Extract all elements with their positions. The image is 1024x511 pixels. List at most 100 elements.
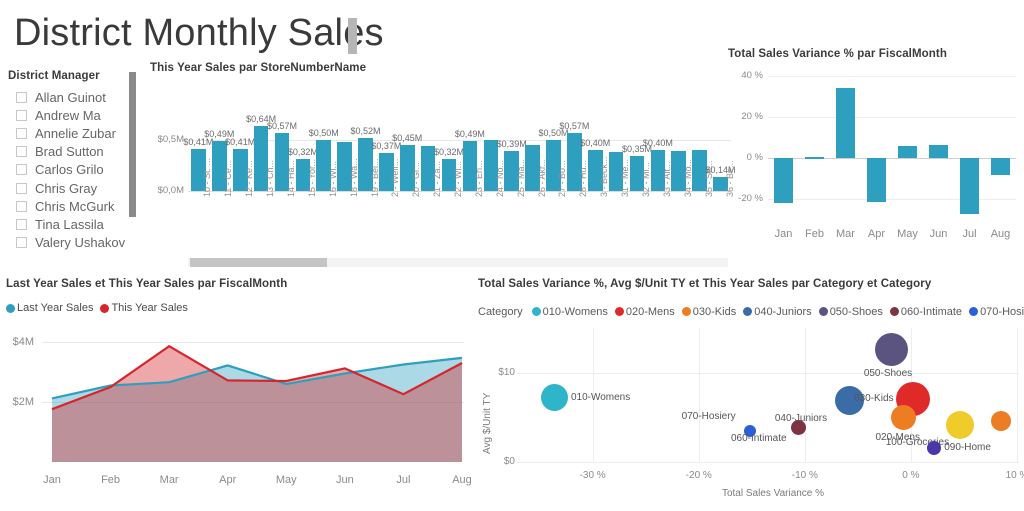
legend-label: 060-Intimate	[900, 305, 963, 318]
bar-column[interactable]	[713, 176, 728, 191]
bar-category-label: 24 - No...	[494, 159, 505, 197]
bar-column[interactable]	[420, 146, 436, 191]
bar-column[interactable]	[587, 150, 603, 191]
bubble-040-Juniors[interactable]	[834, 385, 864, 415]
bar-column[interactable]	[692, 150, 707, 191]
variance-x-tick: Mar	[836, 228, 855, 240]
slicer-item-label: Chris Gray	[35, 180, 98, 196]
slicer-item-3[interactable]: Brad Sutton	[16, 143, 144, 161]
bubble-100-Groceries[interactable]	[945, 411, 974, 440]
variance-column[interactable]	[990, 158, 1011, 176]
area-y-tick: $4M	[12, 336, 34, 348]
bar-column[interactable]	[608, 152, 624, 191]
bar-column[interactable]	[337, 142, 352, 191]
checkbox-icon[interactable]	[16, 164, 27, 176]
slicer-item-4[interactable]: Carlos Grilo	[16, 161, 144, 179]
bubble-090-Home[interactable]	[927, 440, 942, 455]
bar-column[interactable]	[671, 151, 687, 191]
area-x-tick: May	[275, 474, 297, 486]
bar-column[interactable]	[399, 145, 415, 191]
slicer-item-5[interactable]: Chris Gray	[16, 179, 144, 197]
legend-color-dot	[614, 307, 624, 316]
bar-data-label: $0,40M	[580, 138, 611, 149]
bar-column[interactable]	[567, 133, 582, 191]
bar-column[interactable]	[358, 138, 373, 191]
bar-chart-scrollbar-track[interactable]	[188, 258, 728, 267]
bar-column[interactable]	[379, 153, 394, 191]
slicer-item-1[interactable]: Andrew Ma	[16, 106, 144, 124]
checkbox-icon[interactable]	[16, 200, 27, 212]
bar-column[interactable]	[525, 145, 540, 191]
slicer-item-0[interactable]: Allan Guinot	[16, 88, 144, 106]
store-sales-bar-chart[interactable]: This Year Sales par StoreNumberName $0,0…	[148, 62, 736, 267]
variance-column[interactable]	[866, 158, 887, 203]
district-manager-slicer[interactable]: District Manager Allan Guinot Andrew Ma An…	[8, 70, 144, 262]
checkbox-icon[interactable]	[16, 237, 27, 249]
slicer-scrollbar-thumb[interactable]	[129, 72, 136, 217]
scatter-chart-title: Total Sales Variance %, Avg $/Unit TY et…	[478, 278, 932, 290]
variance-by-month-chart[interactable]: Total Sales Variance % par FiscalMonth 4…	[726, 48, 1021, 263]
slicer-item-2[interactable]: Annelie Zubar	[16, 124, 144, 142]
bar-column[interactable]	[462, 141, 478, 191]
variance-column[interactable]	[959, 158, 980, 214]
checkbox-icon[interactable]	[16, 109, 27, 121]
bar-column[interactable]	[212, 141, 227, 191]
scatter-chart-legend[interactable]: Category 010-Womens 020-Mens 030-Kids 040-Ju…	[478, 305, 1024, 318]
scatter-legend-item-3[interactable]: 040-Juniors	[743, 306, 812, 318]
variance-column[interactable]	[804, 157, 825, 159]
last-vs-this-year-area-chart[interactable]: Last Year Sales et This Year Sales par F…	[0, 272, 472, 511]
variance-column[interactable]	[835, 87, 856, 159]
checkbox-icon[interactable]	[16, 91, 27, 103]
category-bubble-chart[interactable]: Total Sales Variance %, Avg $/Unit TY et…	[472, 272, 1024, 511]
legend-label: 010-Womens	[542, 305, 608, 318]
slicer-item-8[interactable]: Valery Ushakov	[16, 234, 144, 252]
scatter-legend-item-1[interactable]: 020-Mens	[614, 306, 675, 318]
scatter-legend-item-6[interactable]: 070-Hosiery	[969, 306, 1024, 318]
bar-column[interactable]	[441, 158, 457, 191]
bar-column[interactable]	[483, 140, 499, 191]
bar-column[interactable]	[232, 149, 248, 191]
area-chart-legend[interactable]: Last Year Sales This Year Sales	[6, 302, 195, 314]
bar-column[interactable]	[191, 149, 206, 191]
bar-category-label: 25 - Ma...	[515, 158, 526, 197]
variance-column[interactable]	[773, 158, 794, 203]
bar-column[interactable]	[650, 150, 666, 191]
slicer-item-list[interactable]: Allan Guinot Andrew Ma Annelie Zubar Brad S…	[8, 88, 144, 258]
legend-color-dot	[743, 307, 753, 316]
variance-column[interactable]	[897, 145, 918, 159]
checkbox-icon[interactable]	[16, 146, 27, 158]
checkbox-icon[interactable]	[16, 127, 27, 139]
scatter-legend-item-0[interactable]: 010-Womens	[531, 305, 608, 318]
area-gridline	[42, 402, 464, 403]
bar-column[interactable]	[316, 140, 332, 191]
bar-chart-scrollbar-thumb[interactable]	[190, 258, 327, 267]
bar-column[interactable]	[253, 126, 269, 191]
variance-column[interactable]	[928, 144, 949, 159]
bar-column[interactable]	[546, 140, 561, 191]
scatter-legend-item-4[interactable]: 050-Shoes	[818, 306, 883, 318]
area-legend-item-0[interactable]: Last Year Sales	[6, 302, 93, 314]
bubble-020-Mens[interactable]	[890, 404, 916, 430]
bar-category-label: 32 - Mi...	[641, 161, 652, 197]
bar-column[interactable]	[629, 155, 645, 191]
bar-column[interactable]	[274, 133, 290, 191]
area-legend-item-1[interactable]: This Year Sales	[100, 302, 188, 314]
scatter-legend-item-5[interactable]: 060-Intimate	[889, 305, 963, 318]
slicer-item-6[interactable]: Chris McGurk	[16, 197, 144, 215]
bar-data-label: $0,35M	[621, 143, 653, 154]
bubble-010-Womens[interactable]	[540, 384, 568, 412]
scatter-x-axis-title: Total Sales Variance %	[721, 488, 825, 499]
bar-column[interactable]	[504, 151, 519, 191]
bubble-050-Shoes[interactable]	[875, 332, 909, 366]
bar-category-label: 26 - Akr...	[536, 158, 547, 197]
bar-category-label: 19 - Bel...	[369, 158, 380, 197]
bar-column[interactable]	[295, 158, 311, 191]
bubble-unlabeled[interactable]	[991, 410, 1012, 431]
checkbox-icon[interactable]	[16, 218, 27, 230]
scatter-legend-item-2[interactable]: 030-Kids	[681, 306, 736, 318]
legend-label: Last Year Sales	[17, 302, 94, 314]
bubble-070-Hosiery[interactable]	[743, 424, 756, 437]
slicer-item-7[interactable]: Tina Lassila	[16, 215, 144, 233]
checkbox-icon[interactable]	[16, 182, 27, 194]
bubble-060-Intimate[interactable]	[790, 419, 806, 435]
